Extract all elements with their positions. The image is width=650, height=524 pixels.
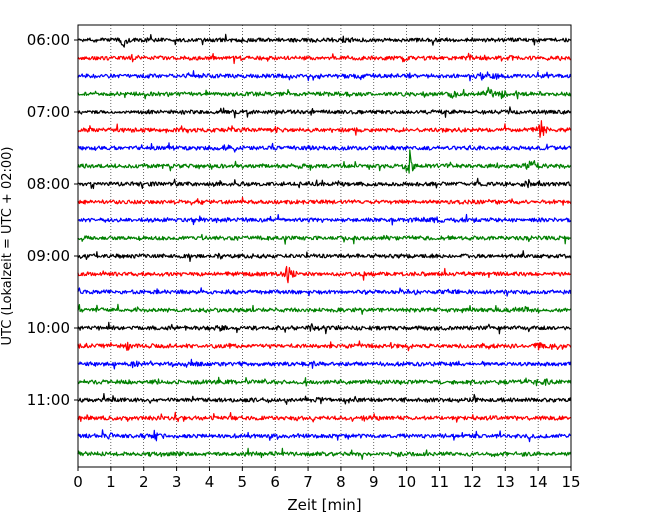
y-axis-label: UTC (Lokalzeit = UTC + 02:00) bbox=[0, 147, 15, 346]
seismic-trace bbox=[77, 340, 572, 352]
x-tick-label: 15 bbox=[561, 473, 580, 491]
x-tick-label: 14 bbox=[529, 473, 548, 491]
grid-layer bbox=[110, 25, 539, 467]
seismic-trace bbox=[77, 196, 572, 206]
seismic-trace bbox=[77, 52, 571, 65]
seismic-trace bbox=[77, 70, 572, 82]
axis-layer: 0 1 2 3 4 5 6 7 8 9 10 11 12 13 14 1506:0007:0008:0009:… bbox=[27, 31, 581, 491]
x-tick-label: 5 bbox=[238, 473, 248, 491]
trace-layer bbox=[77, 33, 572, 460]
x-tick-label: 6 bbox=[270, 473, 280, 491]
seismic-trace bbox=[77, 213, 572, 226]
seismic-trace bbox=[77, 287, 572, 297]
seismic-trace bbox=[77, 142, 572, 153]
x-tick-label: 2 bbox=[139, 473, 149, 491]
x-tick-label: 8 bbox=[336, 473, 346, 491]
x-tick-label: 12 bbox=[463, 473, 482, 491]
y-tick-label: 10:00 bbox=[27, 319, 70, 337]
x-tick-label: 9 bbox=[369, 473, 379, 491]
plot-frame bbox=[77, 24, 572, 468]
seismic-trace bbox=[77, 233, 572, 245]
seismic-trace bbox=[77, 86, 572, 100]
y-tick-label: 08:00 bbox=[27, 175, 70, 193]
seismic-trace bbox=[77, 447, 572, 460]
x-tick-label: 0 bbox=[73, 473, 83, 491]
seismic-trace bbox=[77, 149, 572, 174]
seismic-trace bbox=[77, 321, 571, 335]
seismic-trace bbox=[77, 106, 572, 119]
seismic-trace bbox=[77, 250, 572, 262]
y-tick-label: 11:00 bbox=[27, 391, 70, 409]
seismic-trace bbox=[77, 358, 572, 370]
y-tick-label: 07:00 bbox=[27, 103, 70, 121]
seismic-trace bbox=[77, 393, 572, 405]
x-tick-label: 3 bbox=[172, 473, 182, 491]
y-tick-label: 09:00 bbox=[27, 247, 70, 265]
x-tick-label: 11 bbox=[430, 473, 449, 491]
seismic-trace bbox=[77, 411, 571, 423]
y-tick-label: 06:00 bbox=[27, 31, 70, 49]
seismic-trace bbox=[77, 429, 571, 443]
seismic-trace bbox=[77, 303, 572, 315]
x-tick-label: 4 bbox=[205, 473, 215, 491]
seismic-trace bbox=[77, 376, 572, 387]
seismic-trace bbox=[77, 265, 571, 284]
x-tick-label: 7 bbox=[303, 473, 313, 491]
seismic-trace bbox=[77, 120, 572, 138]
seismic-trace bbox=[77, 33, 572, 48]
x-tick-label: 10 bbox=[397, 473, 416, 491]
x-axis-label: Zeit [min] bbox=[287, 496, 361, 514]
seismic-trace bbox=[77, 177, 572, 190]
x-tick-label: 13 bbox=[496, 473, 515, 491]
x-tick-label: 1 bbox=[106, 473, 116, 491]
